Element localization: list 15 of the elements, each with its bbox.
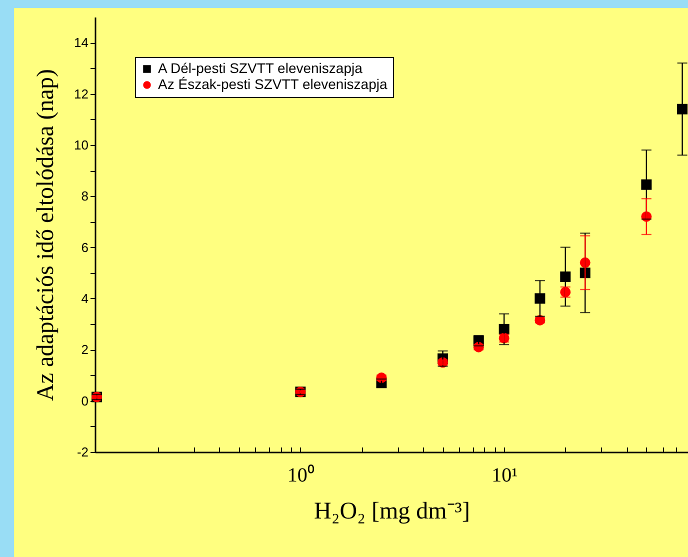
y-tick-label: 10 xyxy=(74,137,88,152)
legend-label: A Dél-pesti SZVTT eleveniszapja xyxy=(158,60,363,76)
y-tick-label: -2 xyxy=(76,444,88,460)
y-axis-title: Az adaptációs idő eltolódása (nap) xyxy=(33,69,60,401)
x-tick-label: 10¹ xyxy=(492,464,518,486)
x-axis-title: H₂O₂ [mg dm⁻³] xyxy=(314,498,470,524)
y-tick-label: 2 xyxy=(81,342,88,358)
x-tick-label: 10⁰ xyxy=(287,464,314,486)
legend-label: Az Észak-pesti SZVTT eleveniszapja xyxy=(158,76,388,92)
y-tick-label: 6 xyxy=(81,240,88,255)
y-tick-label: 8 xyxy=(81,188,88,204)
y-tick-label: 14 xyxy=(74,35,88,50)
y-tick-label: 12 xyxy=(74,86,88,102)
y-tick-label: 4 xyxy=(81,290,88,306)
y-tick-label: 0 xyxy=(81,393,88,408)
